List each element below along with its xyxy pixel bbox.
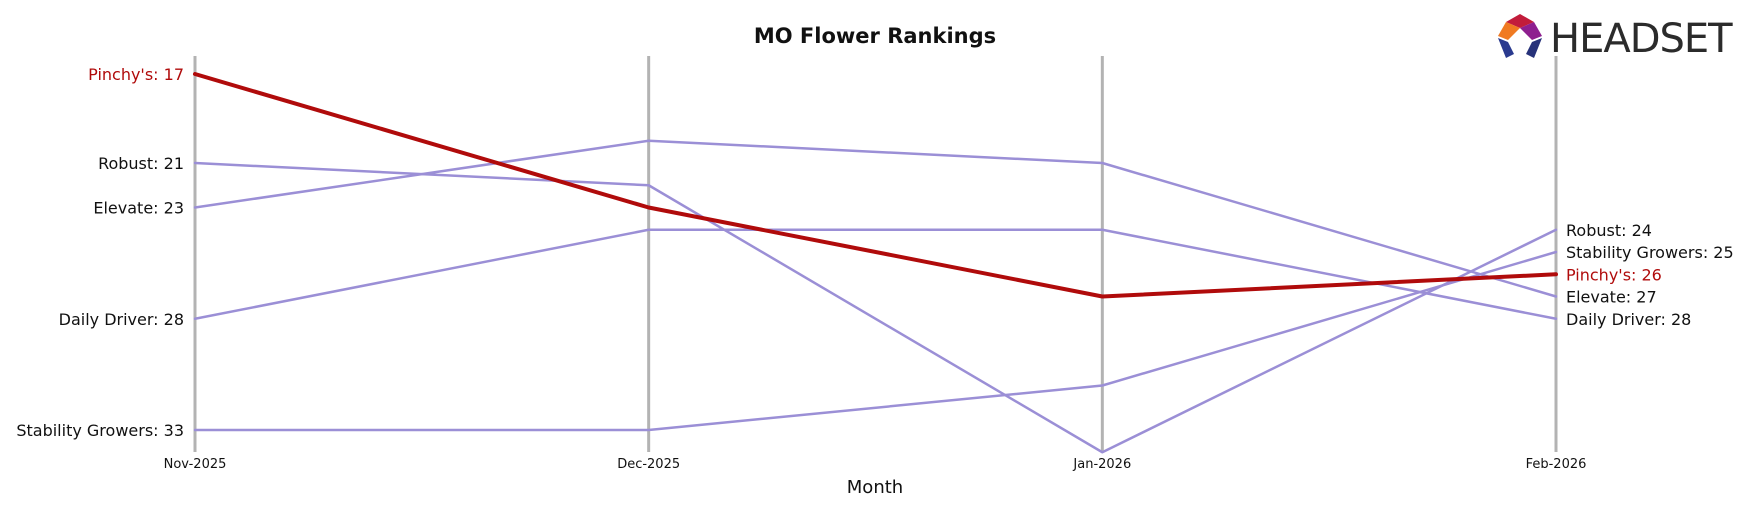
start-rank-label: Robust: 21	[98, 154, 184, 173]
headset-logo-text: HEADSET	[1550, 16, 1733, 62]
headset-logo: HEADSET	[1498, 14, 1734, 62]
start-rank-label: Pinchy's: 17	[88, 65, 184, 84]
end-rank-label: Elevate: 27	[1566, 288, 1657, 307]
x-tick-label: Nov-2025	[164, 457, 227, 472]
series-line-elevate	[193, 139, 1558, 298]
series-line-stability-growers	[193, 250, 1558, 432]
series-lines	[193, 72, 1558, 454]
x-tick-label: Jan-2026	[1072, 457, 1131, 472]
chart-title: MO Flower Rankings	[754, 24, 996, 48]
series-line-daily-driver	[193, 228, 1558, 320]
end-rank-label: Pinchy's: 26	[1566, 265, 1662, 284]
end-rank-label: Daily Driver: 28	[1566, 310, 1691, 329]
x-tick-label: Feb-2026	[1526, 457, 1587, 472]
start-rank-label: Stability Growers: 33	[16, 421, 184, 440]
x-tick-label: Dec-2025	[617, 457, 680, 472]
x-axis-label: Month	[847, 477, 903, 498]
rank-labels: Pinchy's: 17 Pinchy's: 26 Robust: 21 Robust…	[16, 65, 1733, 440]
start-rank-label: Elevate: 23	[93, 199, 184, 218]
end-rank-label: Stability Growers: 25	[1566, 243, 1734, 262]
series-line-pinchy-s	[193, 72, 1558, 299]
start-rank-label: Daily Driver: 28	[59, 310, 184, 329]
headset-logo-icon	[1498, 14, 1542, 58]
month-axes: Nov-2025 Dec-2025 Jan-2026 Feb-2026	[164, 56, 1587, 472]
end-rank-label: Robust: 24	[1566, 221, 1652, 240]
